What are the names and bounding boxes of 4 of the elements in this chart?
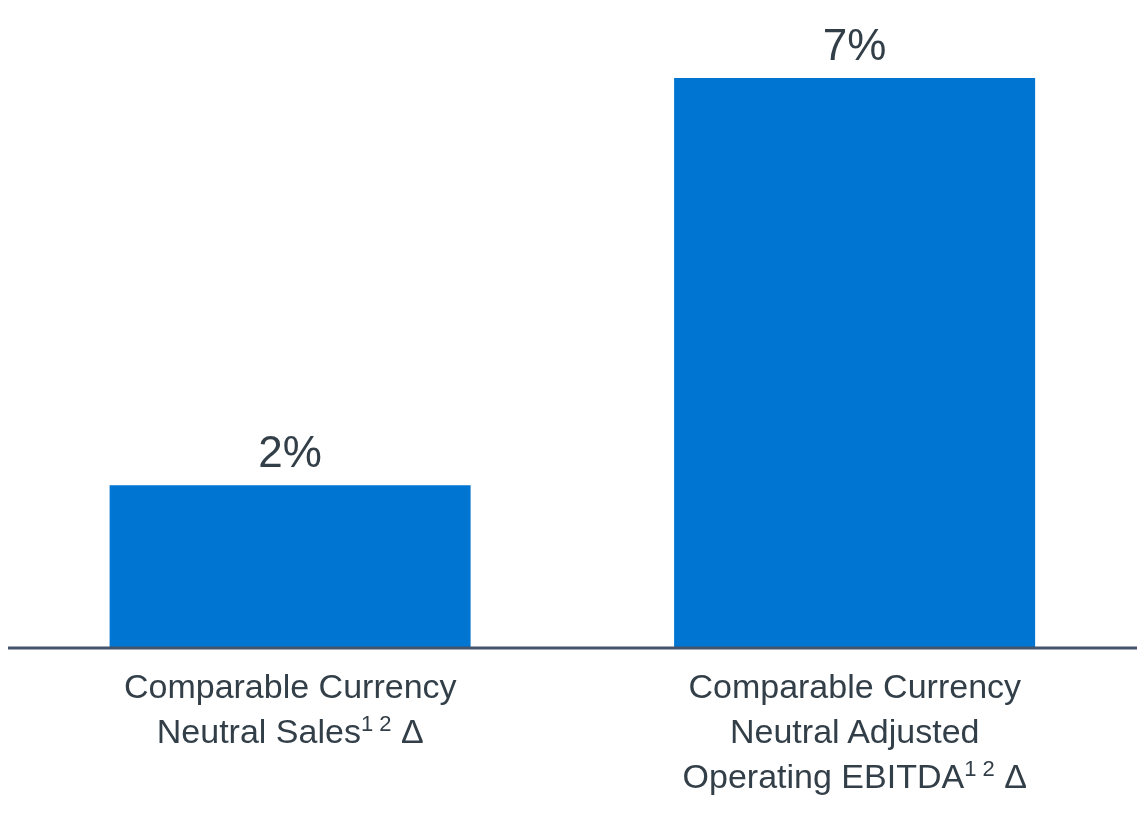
data-label: 7%	[822, 20, 887, 69]
category-label: Comparable Currency Neutral Sales$^{1 2}$ Δ	[123, 667, 457, 750]
category-label: Comparable Currency Neutral Adjusted Operating EBITDA$^{1 2}$ Δ	[682, 667, 1027, 795]
data-label: 2%	[258, 427, 322, 477]
